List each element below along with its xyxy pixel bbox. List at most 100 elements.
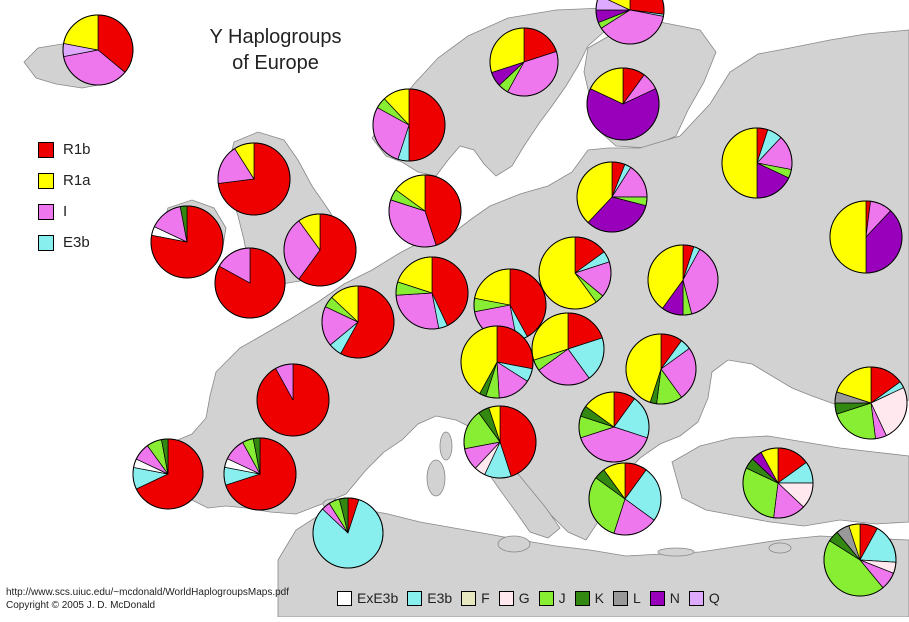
legend-left-swatch-i <box>38 203 54 220</box>
pie-russia-north <box>721 127 793 199</box>
pie-germany-north <box>395 256 469 330</box>
pie-outline <box>321 285 395 359</box>
pie-denmark <box>388 174 462 248</box>
pie-outline <box>312 497 384 569</box>
pie-outline <box>588 462 662 536</box>
pie-outline <box>834 366 908 440</box>
legend-left-label: E3b <box>63 234 90 251</box>
map-title-line1: Y Haplogroups <box>209 26 342 48</box>
pie-outline <box>829 200 903 274</box>
pie-turkey <box>742 447 814 519</box>
pie-outline <box>538 236 612 310</box>
legend-left-label: R1b <box>63 141 91 158</box>
legend-bottom-label: N <box>669 590 680 606</box>
pie-outline <box>586 67 660 141</box>
pie-outline <box>132 438 204 510</box>
legend-bottom-item: L <box>612 590 641 606</box>
pie-norway-south <box>489 27 559 97</box>
pie-outline <box>395 256 469 330</box>
legend-bottom-label: E3b <box>427 590 453 606</box>
pie-outline <box>742 447 814 519</box>
pie-outline <box>214 247 286 319</box>
legend-left-item: I <box>38 196 91 227</box>
pie-outline <box>489 27 559 97</box>
pie-outline <box>576 161 648 233</box>
pie-outline <box>372 88 446 162</box>
pie-lapland <box>586 67 660 141</box>
legend-left-item: R1b <box>38 134 91 165</box>
sardinia-land <box>426 459 446 497</box>
pie-outline <box>647 244 719 316</box>
legend-left-item: E3b <box>38 227 91 258</box>
pie-outline <box>625 333 697 405</box>
pie-outline <box>283 213 357 287</box>
legend-bottom-item: Q <box>688 590 720 606</box>
legend-left-item: R1a <box>38 165 91 196</box>
pie-morocco <box>312 497 384 569</box>
sicily-land <box>497 535 531 553</box>
legend-bottom: ExE3b E3b F G J K L N Q <box>337 590 729 606</box>
pie-outline <box>62 14 134 86</box>
pie-wales <box>214 247 286 319</box>
pie-scotland <box>217 142 291 216</box>
pie-outline <box>460 325 534 399</box>
pie-outline <box>388 174 462 248</box>
legend-left: R1b R1a I E3b <box>38 134 91 258</box>
legend-bottom-swatch-k <box>574 590 590 606</box>
pie-slice-r1a <box>607 0 631 11</box>
pie-balkans-west <box>578 391 650 463</box>
legend-bottom-item: F <box>461 590 490 606</box>
map-title-line2: of Europe <box>232 52 319 74</box>
legend-bottom-swatch-e3b <box>407 590 423 606</box>
pie-hungary <box>531 312 605 386</box>
legend-bottom-label: K <box>594 590 604 606</box>
pie-outline <box>463 405 537 479</box>
pie-caucasus <box>834 366 908 440</box>
pie-outline <box>578 391 650 463</box>
landmass <box>23 7 909 618</box>
legend-bottom-swatch-n <box>649 590 665 606</box>
pie-belarus <box>647 244 719 316</box>
source-url: http://www.scs.uiuc.edu/~mcdonald/WorldH… <box>6 587 290 598</box>
pie-estonia <box>576 161 648 233</box>
legend-bottom-label: J <box>558 590 566 606</box>
pie-outline <box>595 0 665 45</box>
legend-left-swatch-r1b <box>38 141 54 158</box>
pie-charts <box>62 0 908 597</box>
pie-iceland <box>62 14 134 86</box>
legend-bottom-swatch-q <box>688 590 704 606</box>
pie-ukraine <box>625 333 697 405</box>
legend-bottom-label: G <box>518 590 530 606</box>
corsica-land <box>439 431 453 461</box>
pie-france <box>256 363 330 437</box>
legend-bottom-swatch-f <box>461 590 477 606</box>
pie-netherlands <box>372 88 446 162</box>
pie-russia-central <box>829 200 903 274</box>
pie-spain <box>223 437 297 511</box>
legend-bottom-item: G <box>498 590 530 606</box>
legend-bottom-label: Q <box>708 590 720 606</box>
cyprus-land <box>768 542 792 554</box>
pie-outline <box>721 127 793 199</box>
pie-italy-north <box>463 405 537 479</box>
pie-outline <box>256 363 330 437</box>
legend-bottom-label: ExE3b <box>357 590 399 606</box>
legend-left-swatch-r1a <box>38 172 54 189</box>
legend-left-label: R1a <box>63 172 91 189</box>
pie-czech <box>460 325 534 399</box>
legend-bottom-label: L <box>632 590 641 606</box>
pie-poland <box>538 236 612 310</box>
pie-outline <box>223 437 297 511</box>
pie-england <box>283 213 357 287</box>
pie-ireland <box>150 205 224 279</box>
legend-bottom-item: E3b <box>407 590 452 606</box>
legend-left-label: I <box>63 203 68 220</box>
pie-outline <box>217 142 291 216</box>
legend-bottom-swatch-g <box>498 590 514 606</box>
legend-left-swatch-e3b <box>38 234 54 251</box>
pie-outline <box>823 523 897 597</box>
legend-bottom-item: N <box>649 590 680 606</box>
legend-bottom-item: J <box>538 590 566 606</box>
